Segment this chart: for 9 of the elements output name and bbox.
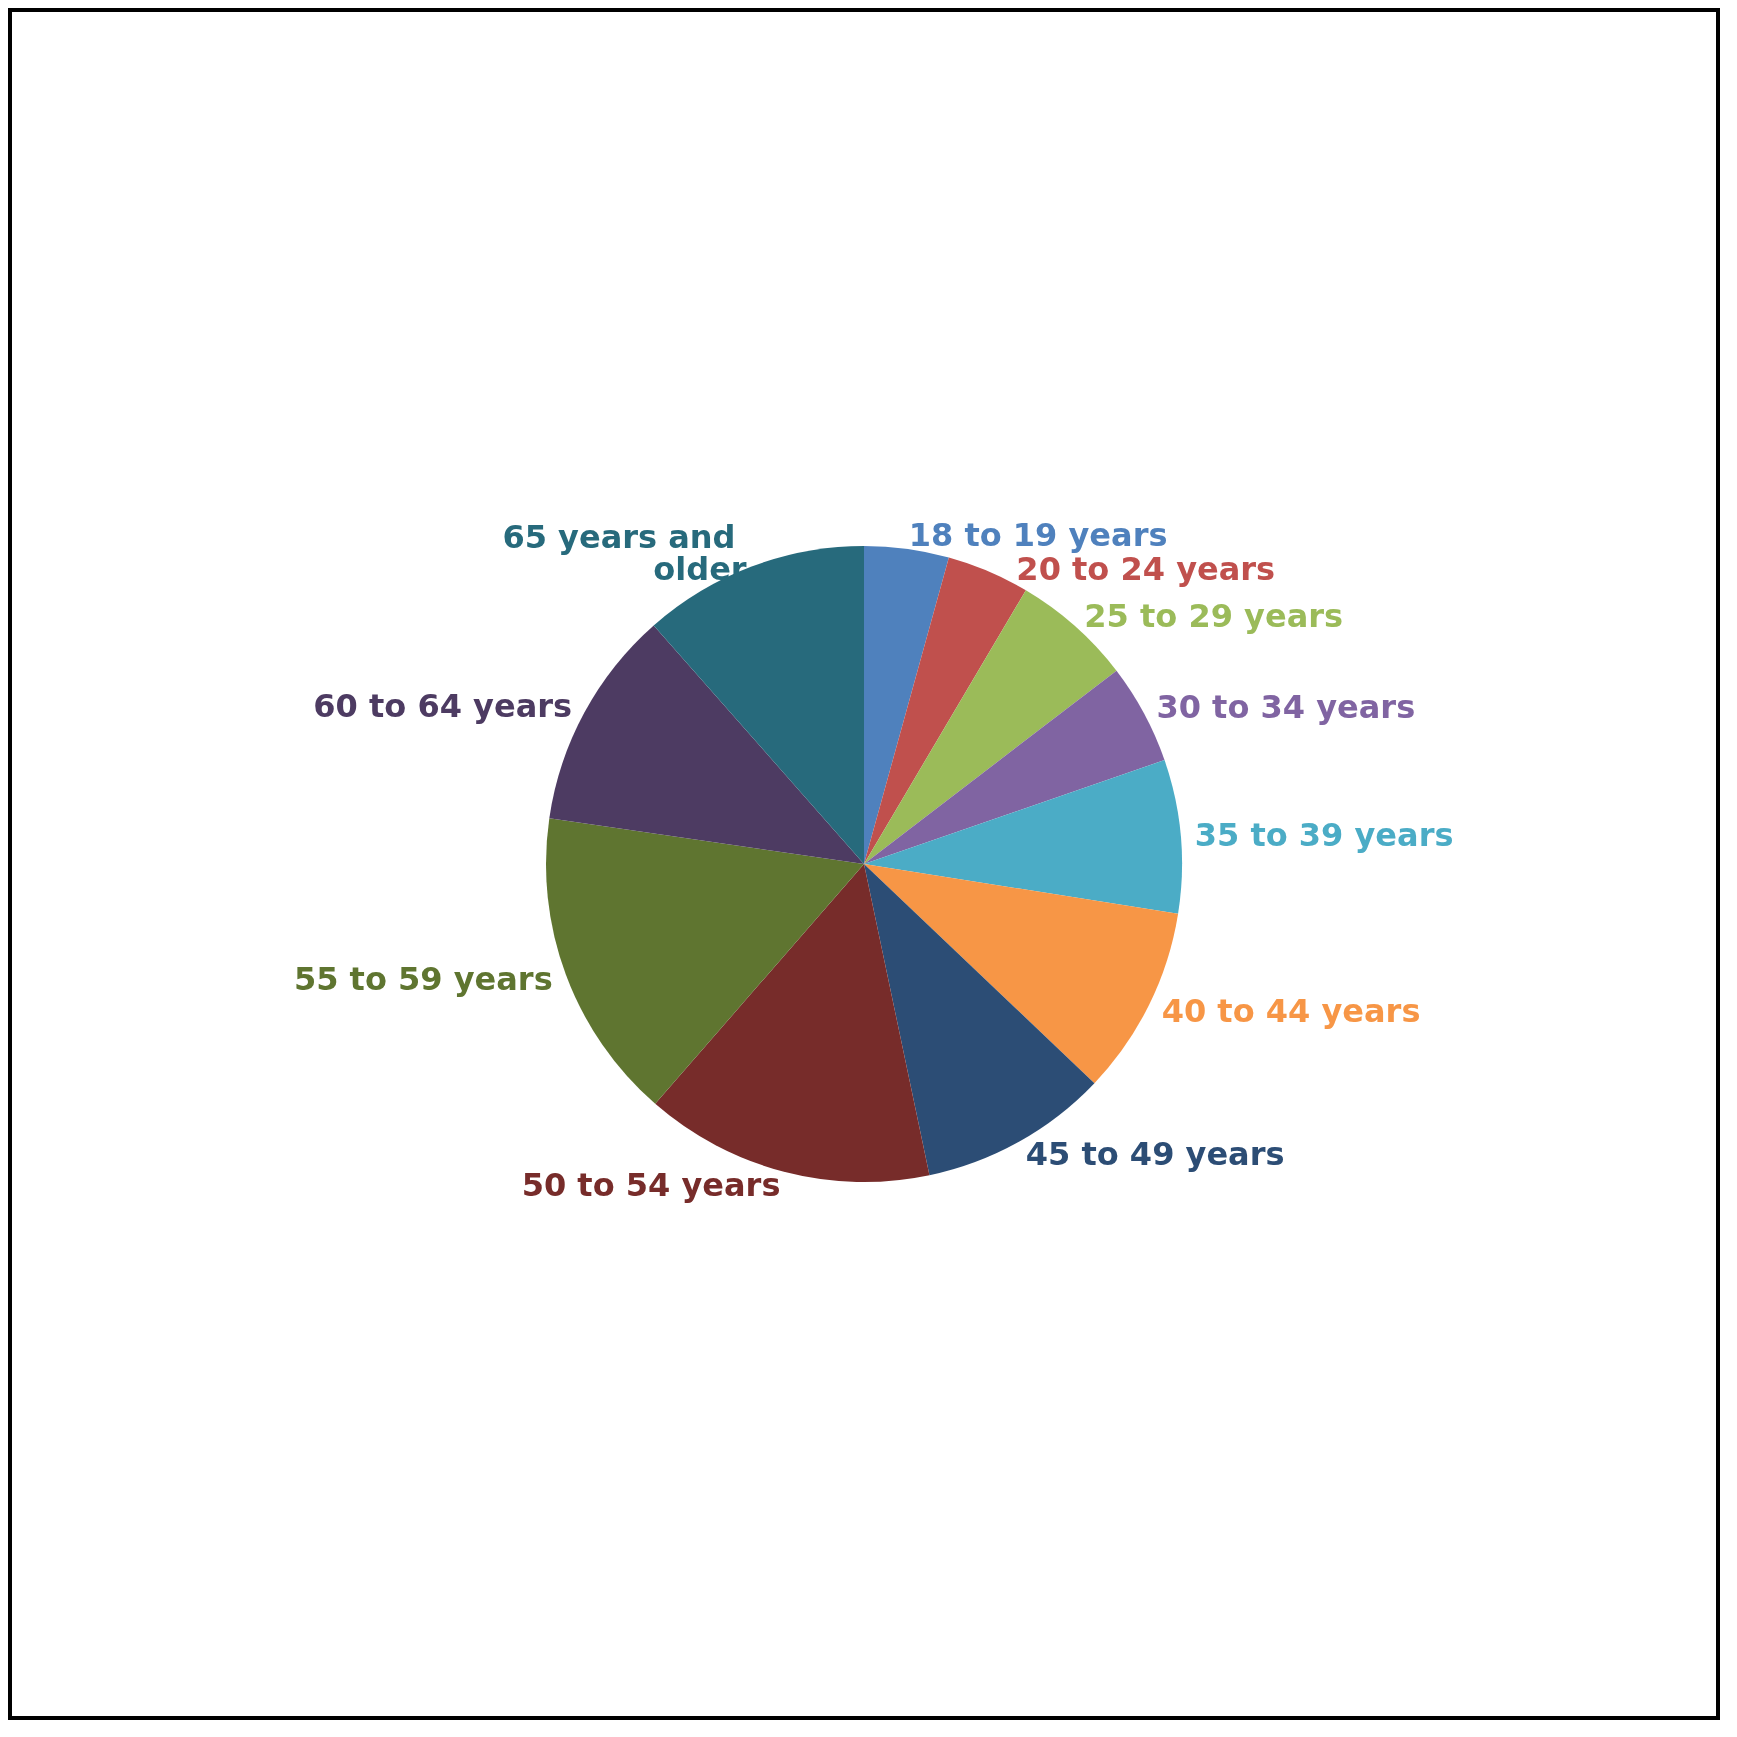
slice-label: 55 to 59 years (293, 960, 553, 999)
slice-label: 40 to 44 years (1161, 992, 1421, 1030)
slice-label: 60 to 64 years (313, 686, 573, 725)
slice-label: 45 to 49 years (1025, 1134, 1285, 1173)
slice-label: 35 to 39 years (1194, 815, 1454, 854)
slice-label: 30 to 34 years (1156, 687, 1416, 726)
slice-label: 25 to 29 years (1084, 596, 1344, 635)
slice-label: 18 to 19 years (908, 516, 1168, 555)
slice-label: 50 to 54 years (521, 1166, 781, 1205)
